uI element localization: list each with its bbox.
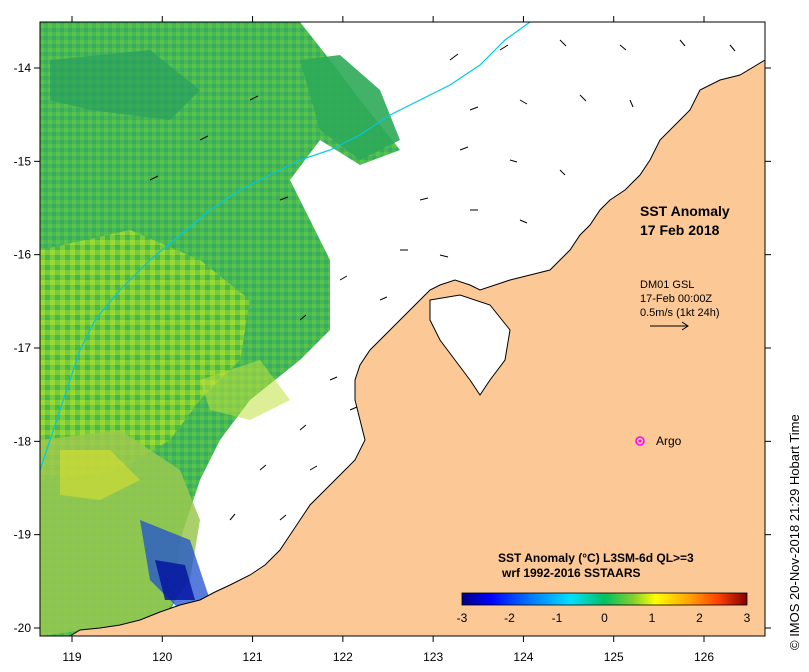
wind-arrows bbox=[149, 39, 736, 521]
x-tick-label: 126 bbox=[694, 650, 714, 664]
y-tick-label: -20 bbox=[14, 621, 32, 635]
y-tick-label: -15 bbox=[14, 154, 32, 168]
map-date: 17 Feb 2018 bbox=[640, 222, 720, 238]
colorbar-tick-label: -3 bbox=[457, 611, 468, 625]
wind-scale-label: 0.5m/s (1kt 24h) bbox=[640, 307, 719, 319]
x-tick-label: 123 bbox=[423, 650, 443, 664]
wind-scale-arrow bbox=[650, 321, 689, 331]
x-tick-label: 124 bbox=[513, 650, 533, 664]
colorbar-tick-label: 3 bbox=[744, 611, 751, 625]
colorbar-tick-label: 2 bbox=[696, 611, 703, 625]
plot-frame bbox=[39, 21, 766, 637]
y-tick-label: -18 bbox=[14, 434, 32, 448]
x-tick-label: 120 bbox=[152, 650, 172, 664]
x-axis: 119 120 121 122 123 124 125 126 bbox=[62, 16, 714, 664]
colorbar-tick-label: -2 bbox=[504, 611, 515, 625]
colorbar-tick-label: 1 bbox=[649, 611, 656, 625]
colorbar-title: SST Anomaly (°C) L3SM-6d QL>=3 bbox=[498, 551, 694, 565]
y-tick-label: -16 bbox=[14, 248, 32, 262]
y-tick-label: -19 bbox=[14, 528, 32, 542]
credit-text: © IMOS 20-Nov-2018 21:29 Hobart Time bbox=[787, 414, 802, 650]
wind-model-label: DM01 GSL bbox=[640, 279, 694, 291]
argo-label: Argo bbox=[656, 434, 682, 448]
argo-marker bbox=[635, 436, 645, 446]
colorbar-tick-label: 0 bbox=[601, 611, 608, 625]
x-tick-label: 119 bbox=[62, 650, 81, 664]
colorbar bbox=[461, 592, 748, 606]
inlet bbox=[429, 294, 511, 396]
wind-time-label: 17-Feb 00:00Z bbox=[640, 293, 712, 305]
y-axis: -14-15-16-17-18-19-20 bbox=[14, 61, 771, 635]
x-tick-label: 125 bbox=[604, 650, 624, 664]
colorbar-ticks: -3 -2 -1 0 1 2 3 bbox=[457, 611, 751, 625]
depth-contour bbox=[40, 22, 531, 471]
colorbar-tick-label: -1 bbox=[552, 611, 563, 625]
x-tick-label: 122 bbox=[333, 650, 353, 664]
y-tick-label: -14 bbox=[14, 61, 32, 75]
sst-data-layer bbox=[40, 22, 400, 636]
colorbar-subtitle: wrf 1992-2016 SSTAARS bbox=[501, 566, 641, 580]
x-tick-label: 121 bbox=[243, 650, 263, 664]
map-title: SST Anomaly bbox=[640, 203, 730, 219]
land-mass bbox=[69, 59, 765, 636]
y-tick-label: -17 bbox=[14, 341, 32, 355]
